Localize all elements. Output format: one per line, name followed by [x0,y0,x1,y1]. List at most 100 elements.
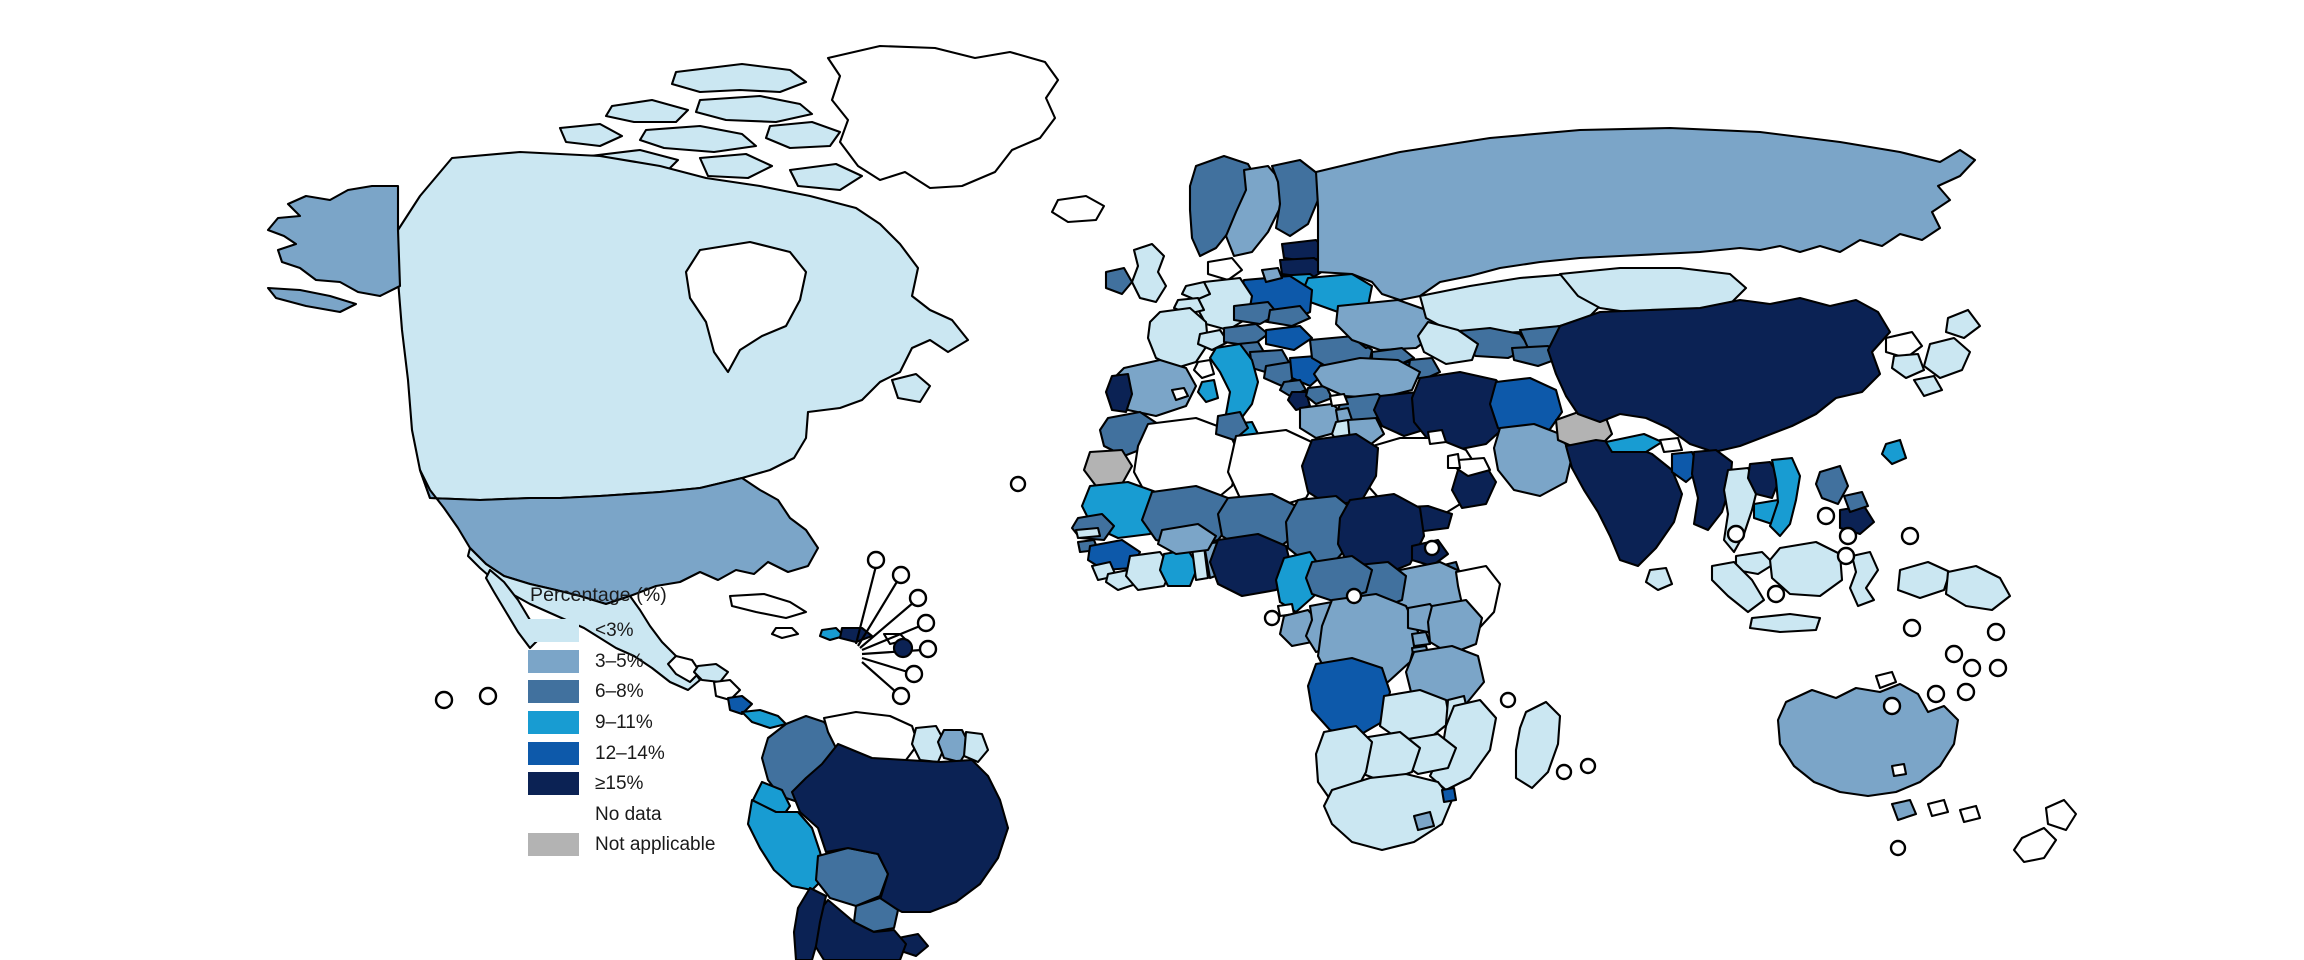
country-egypt [1302,434,1378,506]
country-jamaica [772,628,798,638]
country-china [1548,298,1890,452]
island-dot-barbados [916,613,936,633]
country-india [1566,440,1682,566]
legend-label-gte15: ≥15% [595,773,644,795]
island-dot-kiribati [1902,618,1922,638]
map-legend: Percentage (%) <3% 3–5% 6–8% 9–11% 12–14… [528,585,858,861]
island-dot-cape-verde [1009,475,1027,493]
island-dot-sao-tome [1263,609,1281,627]
country-indonesia-sulawesi [1850,552,1878,606]
country-usa-alaska-aleutians [268,288,356,312]
country-corsica [1194,360,1214,378]
country-usa-alaska [268,186,400,296]
country-indonesia-borneo [1770,542,1842,596]
island-pacific-small-1 [1892,764,1906,776]
country-mexico-baja [486,570,538,648]
country-canada-arctic-4 [640,126,756,152]
country-canada-arctic-6 [766,122,840,148]
legend-label-no-data: No data [595,803,662,825]
region-north-asia [1262,128,1975,398]
country-burkina-faso [1158,524,1216,554]
country-canada-newfoundland [892,374,930,402]
legend-swatch-6-8 [528,680,579,704]
legend-swatch-lt3 [528,619,579,643]
country-sri-lanka [1646,568,1672,590]
country-japan [1946,310,1980,338]
country-tasmania [1892,800,1916,820]
legend-swatch-not-applicable [528,833,579,857]
island-dot-micronesia [1838,526,1858,546]
hudson-bay [686,242,806,372]
country-canada-arctic-5 [560,124,622,146]
country-italy-sardinia [1198,380,1218,402]
country-ukraine [1336,300,1438,350]
country-denmark [1208,258,1242,280]
country-papua-new-guinea [1946,566,2010,610]
country-laos [1748,462,1780,498]
island-dot-malta [1345,587,1363,605]
legend-item-9-11[interactable]: 9–11% [528,707,858,738]
country-gambia [1076,528,1100,538]
legend-swatch-9-11 [528,711,579,735]
country-japan-honshu [1924,338,1970,378]
island-dot-antigua [866,550,886,570]
legend-item-12-14[interactable]: 12–14% [528,738,858,769]
island-dot-maldives [1423,539,1441,557]
island-dot-tuvalu [1944,644,1964,664]
country-netherlands [1182,282,1210,300]
country-cote-divoire [1126,552,1172,590]
island-dot-dominica [891,565,911,585]
country-madagascar [1516,702,1560,788]
country-lesotho [1414,812,1434,830]
country-taiwan [1882,440,1906,464]
country-hungary [1266,326,1312,350]
country-angola [1308,658,1390,736]
island-dot-marshall [1836,546,1856,566]
country-south-africa [1324,774,1452,850]
island-dot-guam [1816,506,1836,526]
country-cyprus [1330,394,1348,406]
country-vietnam [1770,458,1800,536]
country-portugal [1106,374,1132,412]
country-norway [1190,156,1258,256]
island-dot-st-lucia [908,588,928,608]
country-russian-federation [1316,128,1975,300]
legend-item-gte15[interactable]: ≥15% [528,768,858,799]
legend-item-not-applicable[interactable]: Not applicable [528,830,858,861]
lesser-antilles-leaders [854,550,938,706]
legend-swatch-12-14 [528,741,579,765]
country-canada-arctic-3 [606,100,688,122]
island-dot-niue [1882,696,1902,716]
country-austria [1224,324,1268,346]
country-turkmenistan [1418,322,1478,364]
island-dot-hawaii-2 [478,686,498,706]
island-dot-tonga [1956,682,1976,702]
legend-swatch-no-data [528,803,579,826]
region-north-america [268,46,1058,728]
country-myanmar [1692,450,1732,530]
country-nigeria [1210,534,1292,596]
country-nicaragua [714,680,740,700]
legend-label-lt3: <3% [595,620,634,642]
country-canada-arctic-10 [790,164,862,190]
legend-item-3-5[interactable]: 3–5% [528,646,858,677]
country-australia [1778,684,1958,796]
country-indonesia-sumatra [1712,562,1764,612]
legend-item-6-8[interactable]: 6–8% [528,677,858,708]
country-canada-arctic-2 [696,96,812,122]
legend-item-lt3[interactable]: <3% [528,616,858,647]
country-finland [1272,160,1318,236]
country-kenya [1428,600,1482,654]
country-kuwait [1428,430,1446,444]
legend-label-6-8: 6–8% [595,681,644,703]
country-united-kingdom [1132,244,1166,302]
country-eswatini [1442,788,1456,802]
region-africa [1009,412,1597,850]
country-brazil [792,744,1008,912]
island-pacific-small-3 [1960,806,1980,822]
country-indonesia-java [1750,614,1820,632]
legend-label-12-14: 12–14% [595,742,665,764]
legend-item-no-data[interactable]: No data [528,799,858,830]
country-balearic [1172,388,1188,400]
